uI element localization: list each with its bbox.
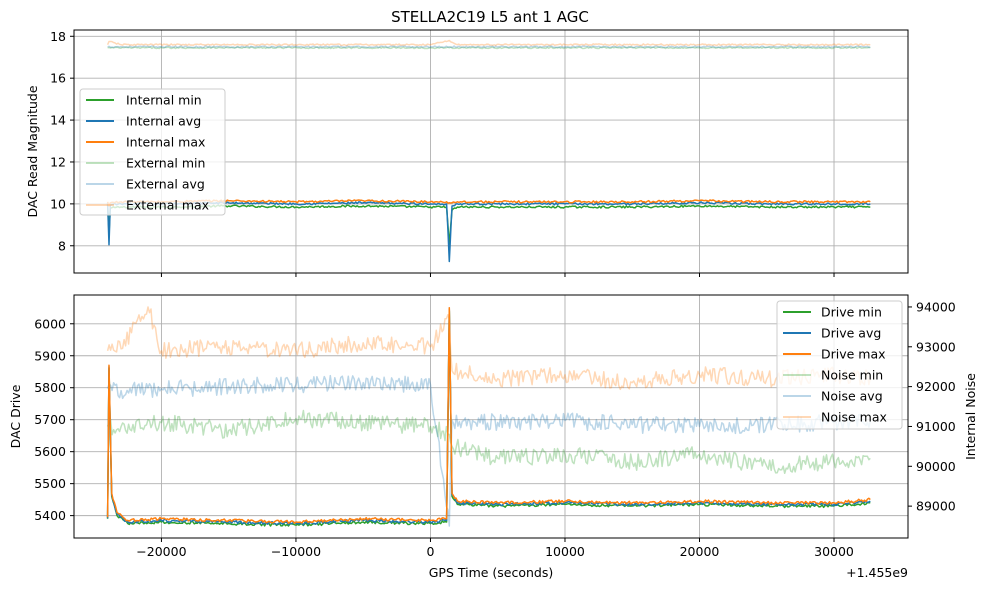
legend-label: External min xyxy=(126,156,205,171)
y-tick-label: 6000 xyxy=(34,316,66,331)
y-tick-label: 5500 xyxy=(34,476,66,491)
y2-tick-label: 94000 xyxy=(916,299,956,314)
x-tick-label: 10000 xyxy=(545,544,585,559)
chart-title: STELLA2C19 L5 ant 1 AGC xyxy=(391,8,589,26)
y-tick-label: 5400 xyxy=(34,508,66,523)
series-line-noise-min xyxy=(106,409,871,475)
series-line-external-avg xyxy=(107,45,871,49)
y-tick-label: 8 xyxy=(58,238,66,253)
x-tick-label: −20000 xyxy=(136,544,186,559)
top-series-group xyxy=(106,39,871,263)
y-tick-label: 10 xyxy=(50,196,66,211)
y2-tick-label: 90000 xyxy=(916,459,956,474)
y-tick-label: 12 xyxy=(50,154,66,169)
legend-label: Drive avg xyxy=(821,326,881,341)
series-line-drive-avg xyxy=(106,308,871,526)
bottom-axes-frame xyxy=(73,294,909,539)
x-axis-label: GPS Time (seconds) xyxy=(429,565,554,580)
y2-tick-label: 92000 xyxy=(916,379,956,394)
legend-label: Noise min xyxy=(821,368,883,383)
legend-label: External max xyxy=(126,198,209,213)
series-line-drive-max xyxy=(106,307,871,524)
legend-label: Noise max xyxy=(821,410,887,425)
x-offset-text: +1.455e9 xyxy=(846,565,908,580)
x-tick-label: 0 xyxy=(426,544,434,559)
y-tick-label: 18 xyxy=(50,29,66,44)
top-y-axis-label: DAC Read Magnitude xyxy=(25,85,40,217)
x-tick-label: 30000 xyxy=(814,544,854,559)
y-tick-label: 5900 xyxy=(34,348,66,363)
legend-item-drive-avg: Drive avg xyxy=(783,326,881,341)
series-line-noise-max xyxy=(106,306,872,391)
legend-item-drive-min: Drive min xyxy=(783,305,882,320)
bottom-series-group xyxy=(106,306,872,527)
y-tick-label: 5600 xyxy=(34,444,66,459)
top-grid xyxy=(74,30,908,273)
x-tick-label: −10000 xyxy=(271,544,321,559)
series-line-internal-max xyxy=(106,199,871,207)
legend-item-external-max: External max xyxy=(86,198,209,213)
legend-label: External avg xyxy=(126,177,205,192)
legend-label: Drive min xyxy=(821,305,882,320)
bottom-y-ticks: 5400 5500 5600 5700 5800 5900 6000 xyxy=(34,316,74,523)
top-y-ticks: 8 10 12 14 16 18 xyxy=(50,29,74,253)
legend-label: Noise avg xyxy=(821,389,883,404)
bottom-grid xyxy=(74,295,908,538)
y-tick-label: 5800 xyxy=(34,380,66,395)
y-tick-label: 16 xyxy=(50,71,66,86)
legend-label: Internal min xyxy=(126,93,202,108)
y2-tick-label: 91000 xyxy=(916,419,956,434)
series-line-drive-min xyxy=(106,310,871,527)
bottom-legend: Drive min Drive avg Drive max Noise min … xyxy=(776,300,903,430)
y2-tick-label: 89000 xyxy=(916,499,956,514)
y2-tick-label: 93000 xyxy=(916,339,956,354)
legend-label: Internal max xyxy=(126,135,205,150)
top-legend: Internal min Internal avg Internal max E… xyxy=(79,88,226,216)
legend-item-drive-max: Drive max xyxy=(783,347,886,362)
bottom-y-axis-label: DAC Drive xyxy=(8,384,23,448)
legend-item-noise-max: Noise max xyxy=(783,410,887,425)
series-line-noise-avg xyxy=(106,374,872,527)
bottom-x-ticks: −20000 −10000 0 10000 20000 30000 xyxy=(136,538,854,559)
legend-item-internal-max: Internal max xyxy=(86,135,205,150)
legend-label: Drive max xyxy=(821,347,886,362)
x-tick-label: 20000 xyxy=(680,544,720,559)
bottom-y2-axis-label: Internal Noise xyxy=(963,373,978,460)
top-axes-frame xyxy=(73,29,909,274)
series-line-external-min xyxy=(107,46,871,50)
bottom-y2-ticks: 89000 90000 91000 92000 93000 94000 xyxy=(908,299,956,514)
legend-item-noise-min: Noise min xyxy=(783,368,883,383)
legend-label: Internal avg xyxy=(126,114,201,129)
series-line-external-max xyxy=(106,39,871,47)
y-tick-label: 5700 xyxy=(34,412,66,427)
y-tick-label: 14 xyxy=(50,113,66,128)
legend-item-internal-min: Internal min xyxy=(86,93,202,108)
legend-item-noise-avg: Noise avg xyxy=(783,389,883,404)
series-line-internal-min xyxy=(106,203,871,247)
legend-item-external-min: External min xyxy=(86,156,205,171)
top-x-ticks xyxy=(160,273,835,277)
top-legend-box xyxy=(79,88,226,216)
legend-item-internal-avg: Internal avg xyxy=(86,114,201,129)
legend-item-external-avg: External avg xyxy=(86,177,205,192)
